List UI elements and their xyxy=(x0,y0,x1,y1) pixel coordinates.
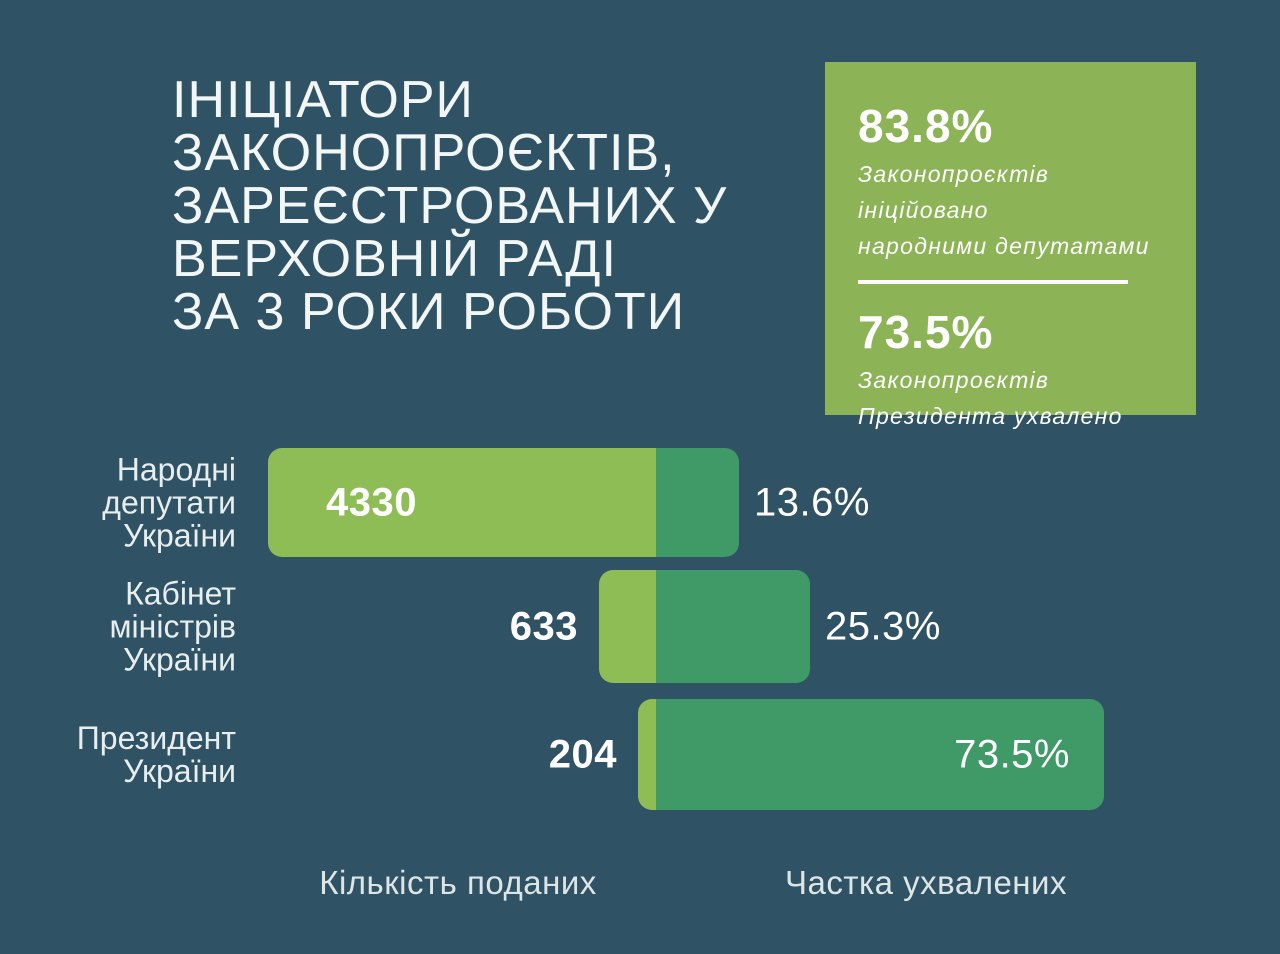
category-label-line: України xyxy=(123,517,236,553)
category-label: Кабінет міністрів України xyxy=(0,577,236,676)
page-title: ІНІЦІАТОРИ ЗАКОНОПРОЄКТІВ, ЗАРЕЄСТРОВАНИХ … xyxy=(172,74,727,339)
adopted-value: 73.5% xyxy=(954,732,1070,776)
text-line: ВЕРХОВНІЙ РАДІ xyxy=(172,230,617,288)
category-label: Народні депутати України xyxy=(0,453,236,552)
stat-bottom-value: 73.5% xyxy=(858,305,994,358)
category-label-line: Народні xyxy=(116,451,236,487)
category-label-line: Президент xyxy=(76,719,236,756)
stat-top-value: 83.8% xyxy=(858,100,994,152)
category-label-line: України xyxy=(123,752,236,789)
adopted-bar xyxy=(656,448,739,557)
submitted-value: 4330 xyxy=(326,480,417,524)
adopted-value: 13.6% xyxy=(754,480,870,524)
callout-divider xyxy=(858,279,1128,284)
category-label: Президент України xyxy=(0,719,236,789)
text-line: народними депутатами xyxy=(858,232,1150,259)
text-line: Законопроєктів ініційовано xyxy=(858,160,1050,223)
axis-label-submitted: Кількість поданих xyxy=(319,864,597,901)
text-line: ЗА 3 РОКИ РОБОТИ xyxy=(172,283,686,341)
stat-top: 83.8% Законопроєктів ініційовано народним… xyxy=(858,100,1170,264)
text-line: ЗАКОНОПРОЄКТІВ, xyxy=(172,124,676,182)
adopted-bar xyxy=(656,699,1104,810)
text-line: Законопроєктів xyxy=(858,366,1050,393)
text-line: Президента ухвалено xyxy=(858,402,1123,429)
adopted-bar xyxy=(656,570,810,683)
axis-label-adopted: Частка ухвалених xyxy=(785,864,1067,901)
chart-row: Народні депутати України 4330 13.6% xyxy=(0,448,1280,557)
category-label-line: Кабінет xyxy=(125,575,236,611)
stats-callout: 83.8% Законопроєктів ініційовано народним… xyxy=(825,62,1196,429)
chart-row: Президент України 204 73.5% xyxy=(0,699,1280,810)
submitted-value: 204 xyxy=(548,732,617,776)
submitted-bar xyxy=(638,699,656,810)
category-label-line: депутати xyxy=(102,484,236,520)
submitted-bar xyxy=(599,570,656,683)
chart-row: Кабінет міністрів України 633 25.3% xyxy=(0,570,1280,683)
adopted-value: 25.3% xyxy=(825,604,941,648)
text-line: ЗАРЕЄСТРОВАНИХ У xyxy=(172,177,728,235)
stat-bottom: 73.5% Законопроєктів Президента ухвалено xyxy=(858,306,1170,434)
category-label-line: України xyxy=(123,641,236,677)
stat-bottom-description: Законопроєктів Президента ухвалено xyxy=(858,362,1170,434)
submitted-bar xyxy=(268,448,656,557)
text-line: ІНІЦІАТОРИ xyxy=(172,71,474,129)
category-label-line: міністрів xyxy=(109,608,236,644)
submitted-value: 633 xyxy=(509,604,578,648)
stat-top-description: Законопроєктів ініційовано народними депу… xyxy=(858,156,1170,264)
